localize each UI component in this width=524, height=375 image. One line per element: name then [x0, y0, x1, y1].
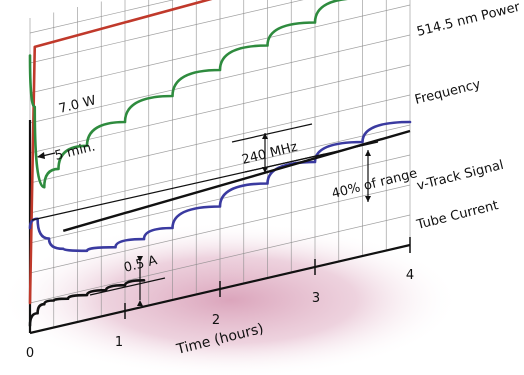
- grid-line-horizontal: [29, 0, 304, 64]
- grid-line-horizontal: [29, 34, 411, 124]
- annotation-arrowhead: [137, 256, 143, 262]
- grid: [29, 0, 411, 333]
- grid-line-horizontal: [29, 4, 411, 94]
- series-label-power: 514.5 nm Power: [415, 0, 522, 40]
- series-line-1: [28, 0, 349, 189]
- grid-line-horizontal: [29, 214, 411, 304]
- series-label-vtrack: v-Track Signal: [415, 158, 505, 194]
- x-tick-label-3: 3: [312, 291, 320, 306]
- annotation-ref-line: [31, 141, 379, 221]
- grid-line-horizontal: [29, 154, 411, 244]
- annotation-arrowhead: [262, 167, 268, 173]
- series-line-2: [28, 120, 412, 253]
- x-tick-label-0: 0: [26, 346, 34, 361]
- annotations: [31, 123, 379, 306]
- annotation-arrowhead: [137, 300, 143, 306]
- series-label-frequency: Frequency: [413, 77, 482, 108]
- annotation-arrowhead: [365, 150, 371, 156]
- x-tick-label-1: 1: [115, 335, 123, 350]
- grid-line-horizontal: [29, 184, 411, 274]
- series-line-3: [28, 279, 146, 327]
- annotation-arrowhead: [37, 152, 45, 159]
- grid-line-horizontal: [29, 0, 175, 34]
- grid-line-horizontal: [29, 94, 411, 184]
- annotation-ref-line: [231, 123, 313, 143]
- x-tick-label-2: 2: [212, 313, 220, 328]
- grid-line-horizontal: [29, 124, 411, 214]
- annotation-5-min: 5 min.: [53, 139, 96, 163]
- x-tick-label-4: 4: [406, 268, 414, 283]
- grid-line-horizontal: [29, 64, 411, 154]
- annotation-arrowhead: [262, 133, 268, 139]
- annotation-arrowhead: [365, 196, 371, 202]
- series-line-0: [28, 0, 213, 305]
- annotation-ref-line: [89, 277, 166, 296]
- series-label-tube-current: Tube Current: [414, 198, 500, 233]
- annotation-40-percent: 40% of range: [330, 166, 419, 202]
